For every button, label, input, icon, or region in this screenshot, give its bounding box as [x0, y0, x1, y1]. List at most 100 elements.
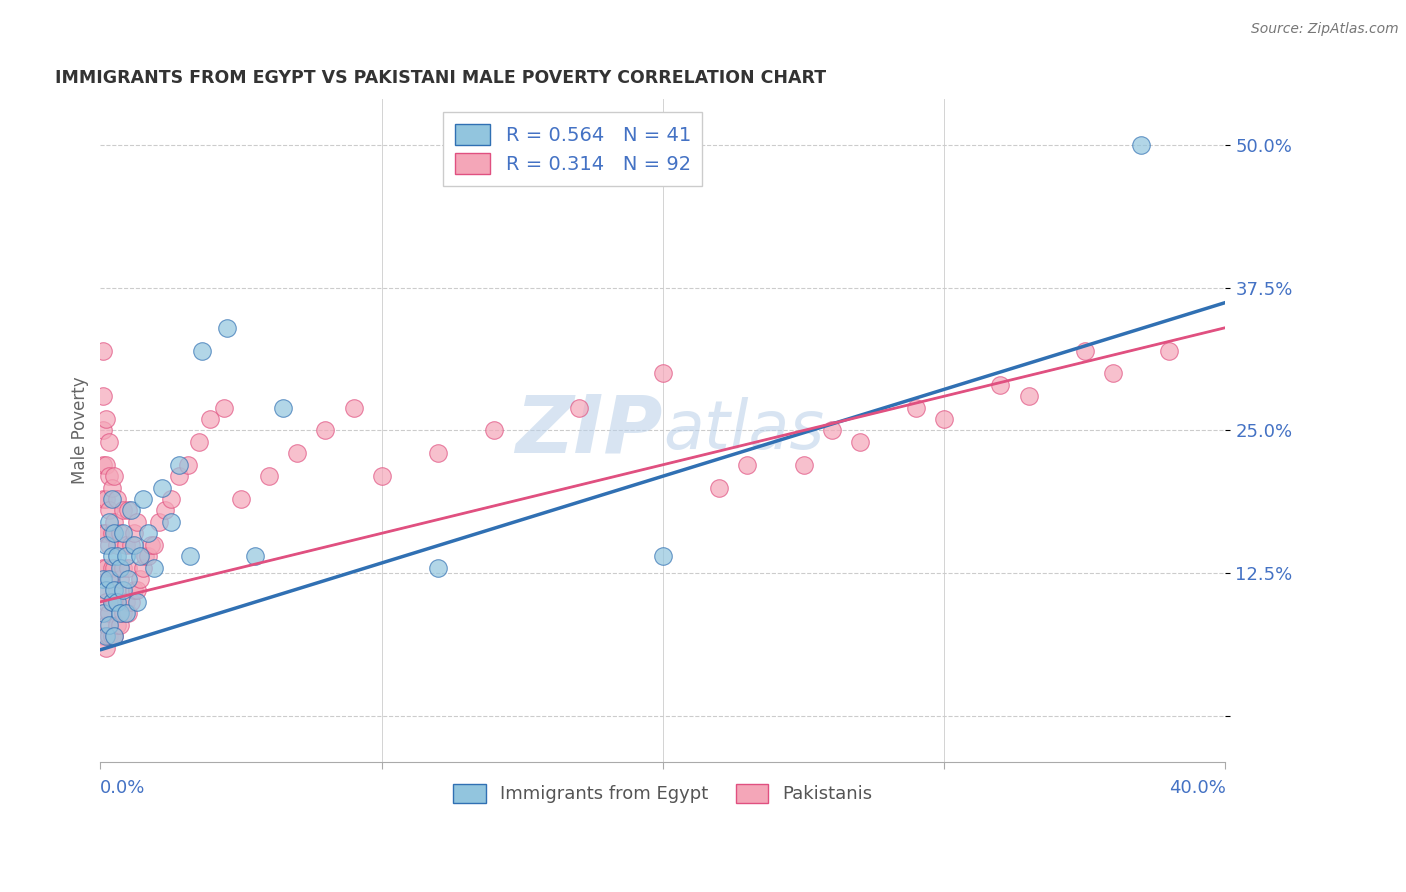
Point: [905, 401, 928, 415]
Point: [131, 560, 153, 574]
Point: [243, 549, 266, 563]
Point: [111, 526, 134, 541]
Text: ZIP: ZIP: [516, 392, 662, 469]
Point: [426, 560, 449, 574]
Point: [91, 526, 114, 541]
Point: [426, 446, 449, 460]
Point: [91, 389, 114, 403]
Point: [94, 560, 117, 574]
Point: [91, 491, 114, 506]
Text: atlas: atlas: [662, 398, 824, 464]
Point: [94, 458, 117, 472]
Point: [114, 595, 136, 609]
Point: [1159, 343, 1181, 358]
Point: [142, 560, 165, 574]
Point: [737, 458, 759, 472]
Point: [94, 583, 117, 598]
Point: [94, 595, 117, 609]
Point: [179, 549, 201, 563]
Point: [159, 491, 181, 506]
Point: [103, 583, 125, 598]
Point: [117, 572, 139, 586]
Point: [128, 572, 150, 586]
Point: [94, 640, 117, 655]
Point: [105, 549, 128, 563]
Point: [108, 617, 131, 632]
Point: [120, 595, 142, 609]
Point: [190, 343, 212, 358]
Point: [150, 481, 173, 495]
Point: [100, 595, 122, 609]
Point: [651, 367, 673, 381]
Point: [136, 549, 159, 563]
Point: [131, 491, 153, 506]
Point: [91, 424, 114, 438]
Point: [105, 595, 128, 609]
Point: [198, 412, 221, 426]
Point: [114, 549, 136, 563]
Point: [342, 401, 364, 415]
Point: [212, 401, 235, 415]
Point: [100, 526, 122, 541]
Point: [1102, 367, 1125, 381]
Point: [1074, 343, 1097, 358]
Point: [148, 515, 170, 529]
Point: [117, 560, 139, 574]
Point: [105, 583, 128, 598]
Legend: Immigrants from Egypt, Pakistanis: Immigrants from Egypt, Pakistanis: [444, 775, 882, 813]
Point: [97, 434, 120, 449]
Point: [103, 469, 125, 483]
Point: [793, 458, 815, 472]
Point: [100, 481, 122, 495]
Point: [94, 491, 117, 506]
Point: [111, 583, 134, 598]
Point: [934, 412, 956, 426]
Point: [128, 549, 150, 563]
Point: [285, 446, 308, 460]
Point: [91, 343, 114, 358]
Point: [100, 560, 122, 574]
Text: 40.0%: 40.0%: [1168, 779, 1226, 797]
Point: [103, 595, 125, 609]
Point: [100, 491, 122, 506]
Point: [111, 560, 134, 574]
Point: [153, 503, 176, 517]
Point: [136, 526, 159, 541]
Point: [97, 607, 120, 621]
Point: [1130, 137, 1153, 152]
Point: [849, 434, 872, 449]
Point: [94, 629, 117, 643]
Point: [97, 629, 120, 643]
Point: [105, 538, 128, 552]
Point: [1018, 389, 1040, 403]
Point: [94, 617, 117, 632]
Point: [125, 515, 148, 529]
Point: [108, 560, 131, 574]
Point: [370, 469, 392, 483]
Point: [91, 560, 114, 574]
Point: [100, 629, 122, 643]
Point: [108, 572, 131, 586]
Point: [142, 538, 165, 552]
Point: [103, 629, 125, 643]
Point: [271, 401, 294, 415]
Point: [103, 629, 125, 643]
Point: [91, 458, 114, 472]
Point: [139, 538, 162, 552]
Point: [103, 526, 125, 541]
Point: [108, 607, 131, 621]
Point: [94, 412, 117, 426]
Point: [125, 595, 148, 609]
Point: [229, 491, 252, 506]
Point: [111, 503, 134, 517]
Point: [117, 503, 139, 517]
Point: [91, 607, 114, 621]
Point: [97, 572, 120, 586]
Point: [97, 538, 120, 552]
Point: [114, 607, 136, 621]
Text: 0.0%: 0.0%: [100, 779, 146, 797]
Point: [122, 526, 145, 541]
Point: [91, 629, 114, 643]
Point: [257, 469, 280, 483]
Text: IMMIGRANTS FROM EGYPT VS PAKISTANI MALE POVERTY CORRELATION CHART: IMMIGRANTS FROM EGYPT VS PAKISTANI MALE …: [55, 69, 827, 87]
